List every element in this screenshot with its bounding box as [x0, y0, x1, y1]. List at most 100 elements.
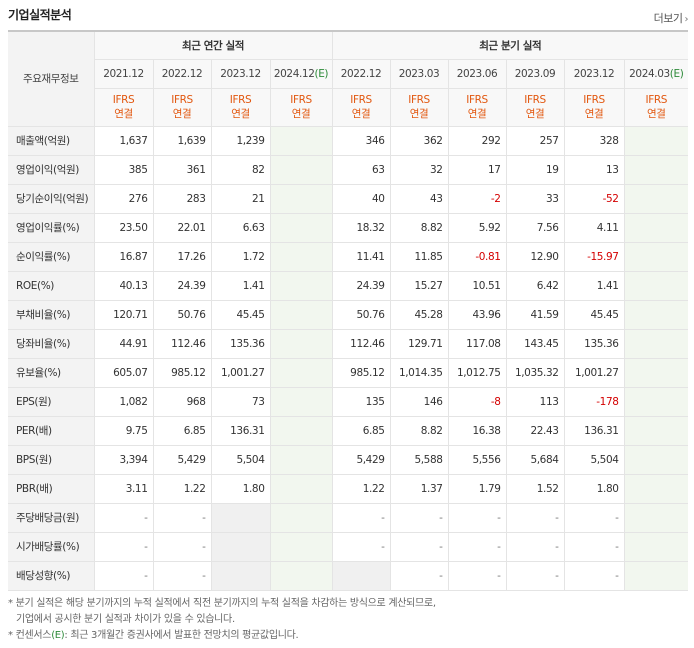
table-cell: [623, 386, 689, 417]
chevron-right-icon: ›: [684, 14, 689, 25]
table-cell: 45.45: [563, 299, 625, 330]
footnote-2: 기업에서 공시한 분기 실적과 차이가 있을 수 있습니다.: [16, 614, 235, 625]
table-cell: -: [152, 531, 212, 562]
table-row: 주당배당금(원) - - - - - - -: [8, 502, 689, 533]
consolidated-label: 연결: [584, 108, 604, 120]
table-cell: 73: [210, 386, 271, 417]
consolidated-label: 연결: [525, 108, 545, 120]
period-label: 2023.06: [456, 67, 498, 80]
ifrs-badge: IFRS 연결: [152, 87, 212, 127]
ifrs-badge: IFRS 연결: [210, 87, 271, 127]
table-cell: -: [389, 502, 449, 533]
table-row: PBR(배) 3.11 1.22 1.80 1.22 1.37 1.79 1.52 1.80: [8, 473, 689, 504]
table-cell: [623, 357, 689, 388]
ifrs-label: IFRS: [583, 94, 605, 106]
row-label: EPS(원): [8, 386, 95, 417]
table-row: 순이익률(%) 16.87 17.26 1.72 11.41 11.85 -0.81 12.9…: [8, 241, 689, 272]
table-cell: 1,014.35: [389, 357, 449, 388]
table-cell: 362: [389, 125, 449, 156]
table-cell: 143.45: [505, 328, 565, 359]
table-row: 매출액(억원) 1,637 1,639 1,239 346 362 292 257 328: [8, 125, 689, 156]
table-cell: 135: [331, 386, 391, 417]
table-cell: 8.82: [389, 212, 449, 243]
table-cell: 23.50: [93, 212, 154, 243]
section-title: 기업실적분석: [8, 8, 72, 22]
table-cell: -: [563, 531, 625, 562]
table-cell: 45.45: [210, 299, 271, 330]
table-cell: -: [93, 502, 154, 533]
table-cell: 1.80: [563, 473, 625, 504]
table-cell: 1.80: [210, 473, 271, 504]
period-label: 2023.12: [573, 67, 615, 80]
footnote-1: * 분기 실적은 해당 분기까지의 누적 실적에서 직전 분기까지의 누적 실적…: [8, 598, 436, 609]
ifrs-badge: IFRS 연결: [505, 87, 565, 127]
table-cell: 136.31: [210, 415, 271, 446]
table-cell: [623, 270, 689, 301]
period-header: 2023.12: [210, 58, 271, 89]
table-cell: 41.59: [505, 299, 565, 330]
table-cell: 1.72: [210, 241, 271, 272]
table-cell: 328: [563, 125, 625, 156]
table-cell: [623, 212, 689, 243]
table-cell: 6.85: [331, 415, 391, 446]
period-header: 2023.03: [389, 58, 449, 89]
table-cell: [269, 183, 333, 214]
table-row: 시가배당률(%) - - - - - - -: [8, 531, 689, 562]
table-cell: -: [447, 502, 507, 533]
table-cell: [210, 531, 271, 562]
table-cell: 1,035.32: [505, 357, 565, 388]
ifrs-label: IFRS: [350, 94, 372, 106]
table-cell: [623, 241, 689, 272]
table-cell: [269, 560, 333, 591]
period-label: 2023.12: [220, 67, 261, 80]
table-cell: [623, 473, 689, 504]
table-cell: 1.41: [210, 270, 271, 301]
table-cell: 22.01: [152, 212, 212, 243]
table-cell: 1,012.75: [447, 357, 507, 388]
table-cell: [331, 560, 391, 591]
table-cell: 361: [152, 154, 212, 185]
table-cell: 5,588: [389, 444, 449, 475]
table-cell: 17.26: [152, 241, 212, 272]
row-label: ROE(%): [8, 270, 95, 301]
table-cell: 985.12: [152, 357, 212, 388]
table-row: 배당성향(%) - - - - - -: [8, 560, 689, 591]
table-cell: -: [152, 502, 212, 533]
period-header: 2024.12(E): [269, 58, 333, 89]
table-row: 부채비율(%) 120.71 50.76 45.45 50.76 45.28 43.96 41…: [8, 299, 689, 330]
table-cell: 6.85: [152, 415, 212, 446]
table-cell: 19: [505, 154, 565, 185]
table-cell: [269, 357, 333, 388]
table-cell: 24.39: [152, 270, 212, 301]
row-label: 배당성향(%): [8, 560, 95, 591]
table-cell: [269, 241, 333, 272]
table-cell: 605.07: [93, 357, 154, 388]
period-header: 2023.09: [505, 58, 565, 89]
table-cell: 10.51: [447, 270, 507, 301]
table-cell: 5,504: [210, 444, 271, 475]
consolidated-label: 연결: [467, 108, 487, 120]
more-link[interactable]: 더보기 ›: [653, 10, 689, 26]
period-label: 2022.12: [340, 67, 382, 80]
ifrs-badge: IFRS 연결: [447, 87, 507, 127]
table-cell: 9.75: [93, 415, 154, 446]
table-cell: 16.87: [93, 241, 154, 272]
ifrs-label: IFRS: [524, 94, 546, 106]
more-label[interactable]: 더보기: [653, 12, 683, 25]
table-cell: [623, 444, 689, 475]
ifrs-badge: IFRS 연결: [389, 87, 449, 127]
table-cell: 968: [152, 386, 212, 417]
table-cell: 45.28: [389, 299, 449, 330]
table-cell: 17: [447, 154, 507, 185]
table-cell: 11.41: [331, 241, 391, 272]
table-row: 영업이익률(%) 23.50 22.01 6.63 18.32 8.82 5.92 7.56 4…: [8, 212, 689, 243]
table-cell: [269, 415, 333, 446]
period-header: 2024.03(E): [623, 58, 689, 89]
table-cell: 44.91: [93, 328, 154, 359]
table-cell: -: [505, 560, 565, 591]
table-cell: [623, 415, 689, 446]
footnote-3: * 컨센서스(E): 최근 3개월간 증권사에서 발표한 전망치의 평균값입니다…: [8, 628, 688, 644]
table-cell: 15.27: [389, 270, 449, 301]
ifrs-label: IFRS: [408, 94, 430, 106]
row-label: 부채비율(%): [8, 299, 95, 330]
